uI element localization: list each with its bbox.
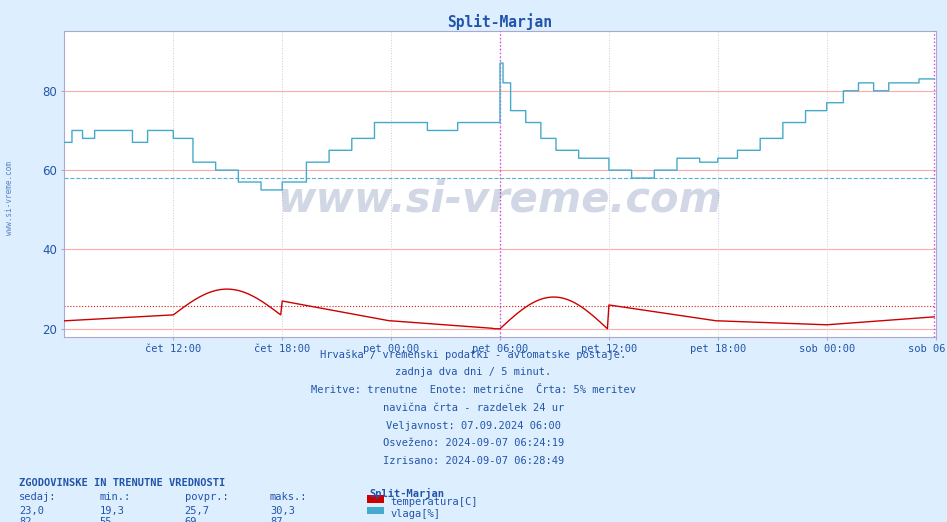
Text: 25,7: 25,7: [185, 506, 209, 516]
Text: Meritve: trenutne  Enote: metrične  Črta: 5% meritev: Meritve: trenutne Enote: metrične Črta: …: [311, 385, 636, 395]
Text: 55: 55: [99, 517, 112, 522]
Text: Izrisano: 2024-09-07 06:28:49: Izrisano: 2024-09-07 06:28:49: [383, 456, 564, 466]
Text: vlaga[%]: vlaga[%]: [390, 509, 440, 519]
Text: 23,0: 23,0: [19, 506, 44, 516]
Text: Veljavnost: 07.09.2024 06:00: Veljavnost: 07.09.2024 06:00: [386, 421, 561, 431]
Text: 69: 69: [185, 517, 197, 522]
Text: povpr.:: povpr.:: [185, 492, 228, 502]
Text: navična črta - razdelek 24 ur: navična črta - razdelek 24 ur: [383, 403, 564, 413]
Title: Split-Marjan: Split-Marjan: [448, 13, 552, 30]
Text: Osveženo: 2024-09-07 06:24:19: Osveženo: 2024-09-07 06:24:19: [383, 438, 564, 448]
Text: Split-Marjan: Split-Marjan: [369, 488, 444, 499]
Text: Hrvaška / vremenski podatki - avtomatske postaje.: Hrvaška / vremenski podatki - avtomatske…: [320, 350, 627, 360]
Text: ZGODOVINSKE IN TRENUTNE VREDNOSTI: ZGODOVINSKE IN TRENUTNE VREDNOSTI: [19, 478, 225, 488]
Text: www.si-vreme.com: www.si-vreme.com: [277, 179, 723, 220]
Text: 87: 87: [270, 517, 282, 522]
Text: 82: 82: [19, 517, 31, 522]
Text: min.:: min.:: [99, 492, 131, 502]
Text: sedaj:: sedaj:: [19, 492, 57, 502]
Text: www.si-vreme.com: www.si-vreme.com: [5, 161, 14, 235]
Text: maks.:: maks.:: [270, 492, 308, 502]
Text: zadnja dva dni / 5 minut.: zadnja dva dni / 5 minut.: [396, 367, 551, 377]
Text: 19,3: 19,3: [99, 506, 124, 516]
Text: temperatura[C]: temperatura[C]: [390, 497, 477, 507]
Text: 30,3: 30,3: [270, 506, 295, 516]
